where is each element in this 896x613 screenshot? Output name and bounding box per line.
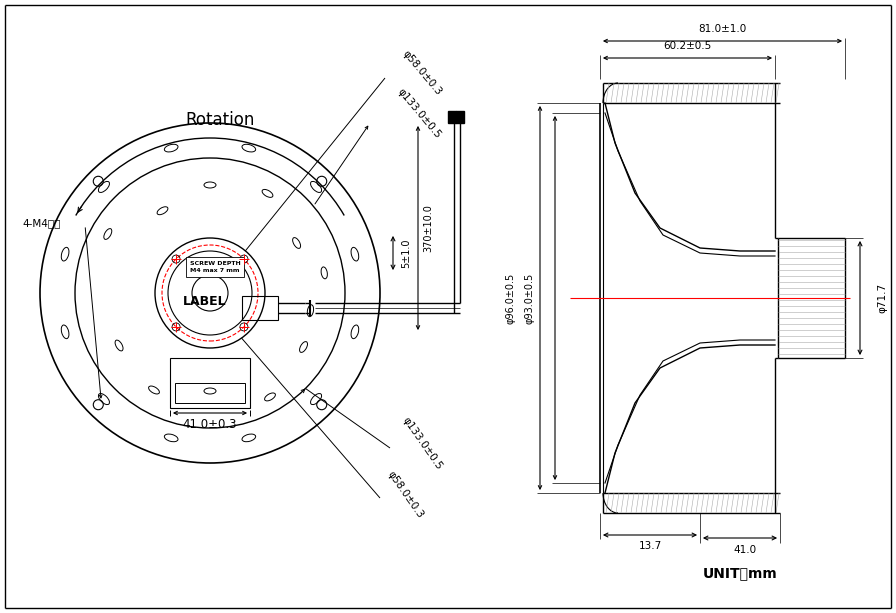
Text: φ58.0±0.3: φ58.0±0.3 [385, 470, 425, 520]
Text: φ96.0±0.5: φ96.0±0.5 [505, 272, 515, 324]
Text: φ71.7: φ71.7 [877, 283, 887, 313]
Text: φ93.0±0.5: φ93.0±0.5 [525, 272, 535, 324]
Bar [242, 296, 278, 320]
Bar [170, 358, 250, 408]
Bar [448, 111, 456, 123]
Text: SCREW DEPTH: SCREW DEPTH [190, 261, 240, 265]
Bar [456, 111, 464, 123]
Text: φ133.0±0.5: φ133.0±0.5 [400, 415, 444, 471]
Text: UNIT：mm: UNIT：mm [702, 566, 778, 580]
Text: 370±10.0: 370±10.0 [423, 204, 433, 252]
Text: 60.2±0.5: 60.2±0.5 [663, 41, 711, 51]
Text: Rotation: Rotation [185, 111, 254, 129]
Text: 81.0±1.0: 81.0±1.0 [698, 24, 746, 34]
Text: 5±1.0: 5±1.0 [401, 238, 411, 268]
Text: φ133.0±0.5: φ133.0±0.5 [395, 86, 443, 140]
Text: M4 max 7 mm: M4 max 7 mm [190, 267, 240, 273]
Text: 41.0: 41.0 [734, 545, 756, 555]
Text: LABEL: LABEL [183, 294, 227, 308]
Text: 4-M4均布: 4-M4均布 [22, 218, 60, 228]
Bar [175, 383, 245, 403]
FancyBboxPatch shape [186, 257, 244, 277]
Text: φ58.0±0.3: φ58.0±0.3 [400, 48, 444, 97]
Text: 41.0±0.3: 41.0±0.3 [183, 417, 237, 430]
Text: 13.7: 13.7 [638, 541, 661, 551]
